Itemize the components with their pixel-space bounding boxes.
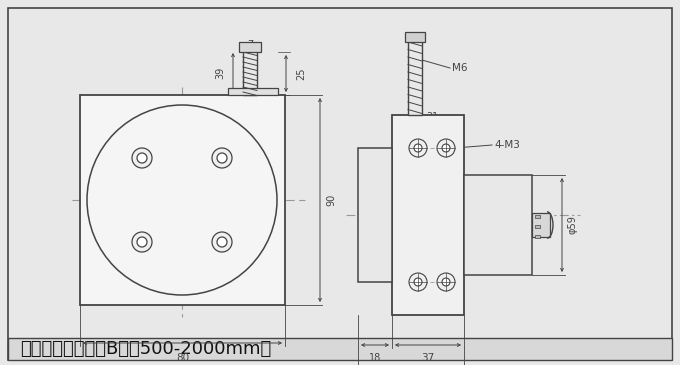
Circle shape [414,278,422,286]
Text: 80: 80 [176,353,189,363]
Bar [535,225,540,228]
Bar [228,88,278,95]
Circle shape [409,139,427,157]
Circle shape [442,278,450,286]
Circle shape [137,237,147,247]
Bar [405,32,425,42]
Bar [408,40,422,115]
Text: 39: 39 [215,66,225,78]
Circle shape [437,139,455,157]
Circle shape [132,232,152,252]
Bar [532,213,550,237]
Bar [535,235,540,238]
Text: 4-M3: 4-M3 [494,140,520,150]
Bar [464,175,532,275]
Circle shape [414,144,422,152]
Circle shape [132,148,152,168]
Bar [392,115,464,315]
Bar [535,215,540,218]
Circle shape [212,232,232,252]
Circle shape [442,144,450,152]
Text: 37: 37 [422,353,435,363]
Text: 31: 31 [426,112,438,122]
Circle shape [212,148,232,168]
Text: 60: 60 [437,209,447,221]
Text: 25: 25 [296,67,306,80]
Circle shape [137,153,147,163]
Circle shape [217,237,227,247]
Bar [239,42,261,52]
Circle shape [217,153,227,163]
Text: 7: 7 [247,40,253,50]
Circle shape [409,273,427,291]
Bar [243,50,257,95]
Text: 18: 18 [369,353,381,363]
Text: 90: 90 [326,194,336,206]
Bar [80,95,285,305]
Text: 10: 10 [409,39,421,49]
Text: M6: M6 [452,63,468,73]
Text: 拉钢索式结构（中B型：500-2000mm）: 拉钢索式结构（中B型：500-2000mm） [20,340,271,358]
Text: φ59: φ59 [568,216,578,234]
Bar [8,338,672,360]
Circle shape [437,273,455,291]
Bar [358,148,392,282]
